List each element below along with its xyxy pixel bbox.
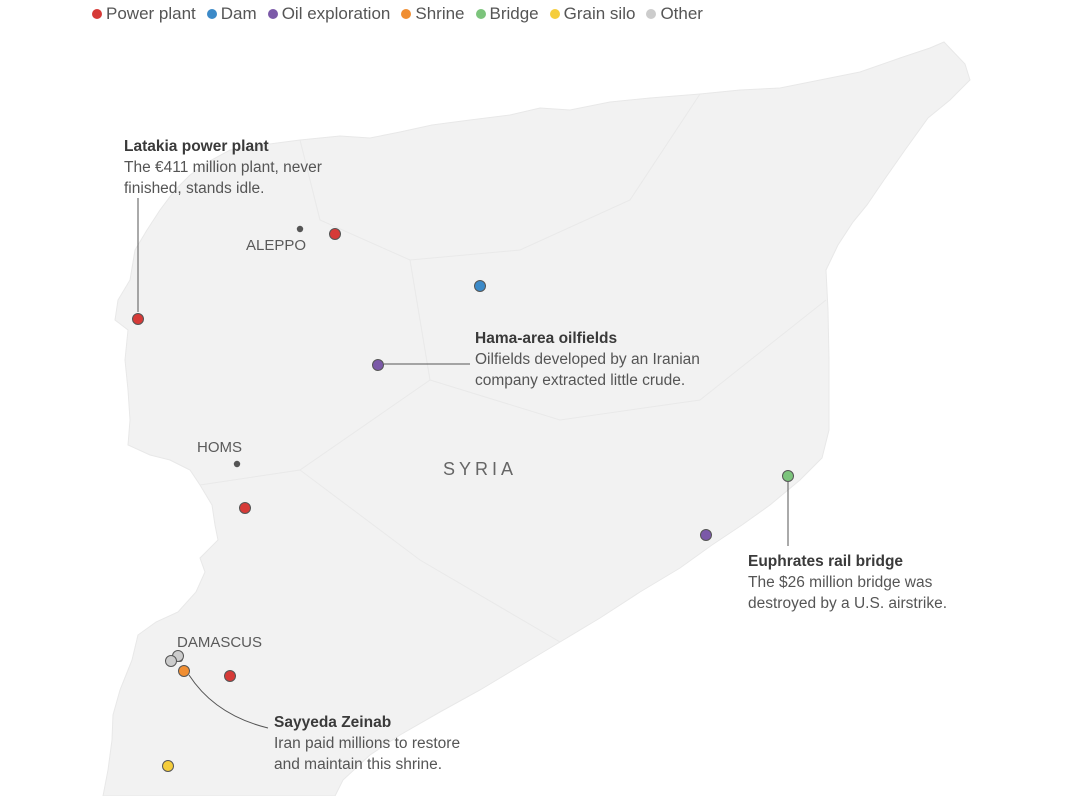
legend-item-power-plant: Power plant (92, 4, 196, 24)
euphrates-annotation: Euphrates rail bridge The $26 million br… (748, 553, 947, 612)
country-label: SYRIA (443, 459, 517, 479)
legend-label: Dam (220, 4, 257, 23)
hama-line2: company extracted little crude. (475, 372, 685, 389)
sayyeda-line2: and maintain this shrine. (274, 756, 442, 773)
legend-label: Grain silo (563, 4, 636, 23)
damascus-city-label: DAMASCUS (177, 634, 262, 651)
shrine-marker[interactable] (178, 665, 190, 677)
other-marker[interactable] (165, 655, 177, 667)
province-boundaries (199, 93, 827, 643)
legend-item-dam: Dam (206, 4, 257, 24)
euphrates-title: Euphrates rail bridge (748, 553, 903, 570)
legend-item-oil-exploration: Oil exploration (267, 4, 391, 24)
latakia-annotation: Latakia power plant The €411 million pla… (124, 138, 322, 197)
oil-exploration-dot-icon (267, 9, 278, 19)
latakia-line1: The €411 million plant, never (124, 159, 322, 176)
legend-item-shrine: Shrine (401, 4, 465, 24)
shrine-dot-icon (401, 9, 412, 19)
sayyeda-leader-line (188, 674, 269, 729)
legend-label: Power plant (106, 4, 196, 23)
power-plant-marker[interactable] (132, 313, 144, 325)
hama-line1: Oilfields developed by an Iranian (475, 351, 700, 368)
bridge-marker[interactable] (782, 470, 794, 482)
power-plant-dot-icon (92, 9, 102, 19)
hama-title: Hama-area oilfields (475, 330, 617, 347)
latakia-line2: finished, stands idle. (124, 180, 264, 197)
power-plant-marker[interactable] (224, 670, 236, 682)
oil-exploration-marker[interactable] (700, 529, 712, 541)
homs-city-marker (233, 460, 241, 468)
latakia-title: Latakia power plant (124, 138, 269, 155)
bridge-dot-icon (475, 9, 486, 19)
aleppo-city-label: ALEPPO (246, 237, 306, 254)
legend-item-bridge: Bridge (475, 4, 539, 24)
sayyeda-title: Sayyeda Zeinab (274, 714, 391, 731)
grain-silo-marker[interactable] (162, 760, 174, 772)
hama-annotation: Hama-area oilfields Oilfields developed … (475, 330, 700, 389)
other-dot-icon (646, 9, 657, 19)
dam-marker[interactable] (474, 280, 486, 292)
dam-dot-icon (206, 9, 217, 19)
power-plant-marker[interactable] (329, 228, 341, 240)
syria-country-shape (102, 41, 971, 796)
sayyeda-annotation: Sayyeda Zeinab Iran paid millions to res… (274, 714, 460, 773)
site-markers (132, 228, 794, 772)
euphrates-line1: The $26 million bridge was (748, 574, 933, 591)
euphrates-line2: destroyed by a U.S. airstrike. (748, 595, 947, 612)
oil-exploration-marker[interactable] (372, 359, 384, 371)
homs-city-label: HOMS (197, 439, 242, 456)
legend-label: Other (660, 4, 703, 23)
legend-item-grain-silo: Grain silo (549, 4, 636, 24)
legend-label: Oil exploration (281, 4, 391, 23)
power-plant-marker[interactable] (239, 502, 251, 514)
legend-item-other: Other (646, 4, 703, 24)
grain-silo-dot-icon (549, 9, 560, 19)
legend-label: Bridge (489, 4, 539, 23)
map-legend: Power plant Dam Oil exploration Shrine B… (92, 4, 714, 24)
aleppo-city-marker (296, 225, 304, 233)
legend-label: Shrine (415, 4, 465, 23)
sayyeda-line1: Iran paid millions to restore (274, 735, 460, 752)
